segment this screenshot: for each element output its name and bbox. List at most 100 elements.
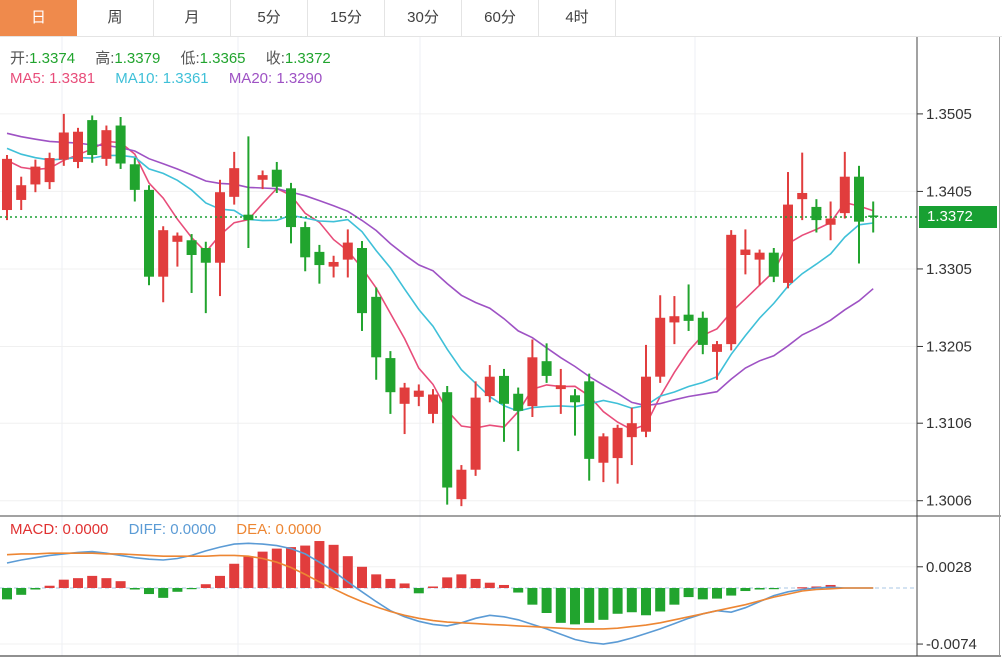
candle-body bbox=[854, 176, 864, 222]
candle-body bbox=[669, 316, 680, 323]
macd-histogram-bar bbox=[527, 588, 538, 605]
macd-histogram-bar bbox=[58, 579, 69, 588]
macd-histogram-bar bbox=[186, 588, 197, 590]
macd-histogram-bar bbox=[442, 577, 453, 588]
candle-body bbox=[58, 132, 69, 160]
price-axis-label: 1.3405 bbox=[926, 183, 972, 200]
macd-histogram-bar bbox=[754, 588, 765, 590]
tab-30分[interactable]: 30分 bbox=[385, 0, 462, 36]
macd-histogram-bar bbox=[712, 588, 722, 599]
candle-body bbox=[172, 235, 183, 242]
candle-body bbox=[129, 164, 140, 190]
tab-5分[interactable]: 5分 bbox=[231, 0, 308, 36]
candle-body bbox=[200, 248, 211, 263]
candle-body bbox=[726, 234, 737, 345]
price-axis-label: 1.3006 bbox=[926, 493, 972, 510]
macd-histogram-bar bbox=[144, 588, 154, 595]
macd-histogram-bar bbox=[797, 587, 808, 589]
macd-axis-label: -0.0074 bbox=[926, 636, 977, 653]
macd-histogram-bar bbox=[513, 588, 524, 593]
high-value: 1.3379 bbox=[114, 50, 161, 67]
macd-histogram-bar bbox=[2, 588, 12, 600]
high-label: 高: bbox=[95, 50, 115, 67]
candle-body bbox=[499, 375, 509, 404]
candle-body bbox=[300, 227, 311, 258]
candle-body bbox=[541, 361, 552, 376]
macd-histogram-bar bbox=[115, 581, 126, 588]
macd-histogram-bar bbox=[470, 578, 481, 588]
macd-histogram-bar bbox=[768, 588, 779, 590]
candle-body bbox=[328, 261, 339, 267]
candle-body bbox=[186, 240, 197, 255]
candle-body bbox=[314, 251, 325, 266]
candle-body bbox=[626, 423, 637, 438]
macd-histogram-bar bbox=[456, 574, 467, 588]
candle-body bbox=[144, 189, 154, 277]
macd-histogram-bar bbox=[73, 578, 83, 588]
tab-日[interactable]: 日 bbox=[0, 0, 77, 36]
candle-body bbox=[768, 252, 779, 277]
candle-body bbox=[30, 166, 41, 185]
candle-body bbox=[555, 385, 566, 390]
close-value: 1.3372 bbox=[284, 50, 331, 67]
macd-histogram-bar bbox=[314, 541, 325, 588]
tab-月[interactable]: 月 bbox=[154, 0, 231, 36]
tab-4时[interactable]: 4时 bbox=[539, 0, 616, 36]
macd-histogram-bar bbox=[740, 588, 751, 592]
candle-body bbox=[342, 242, 353, 260]
candle-body bbox=[456, 469, 467, 500]
close-label: 收: bbox=[265, 50, 285, 67]
candle-body bbox=[655, 317, 666, 377]
macd-histogram-bar bbox=[541, 588, 552, 613]
tab-周[interactable]: 周 bbox=[77, 0, 154, 36]
macd-histogram-bar bbox=[413, 588, 424, 594]
macd-histogram-bar bbox=[16, 588, 27, 595]
macd-histogram-bar bbox=[271, 548, 282, 588]
candle-body bbox=[442, 392, 453, 488]
candle-body bbox=[868, 215, 879, 217]
price-axis-label: 1.3106 bbox=[926, 415, 972, 432]
candle-body bbox=[641, 376, 651, 432]
macd-histogram-bar bbox=[300, 545, 311, 588]
macd-histogram-bar bbox=[44, 585, 55, 588]
price-axis-label: 1.3305 bbox=[926, 261, 972, 278]
macd-histogram-bar bbox=[158, 588, 169, 598]
candle-body bbox=[286, 188, 296, 228]
ma-info-bar: MA5: 1.3381 MA10: 1.3361 MA20: 1.3290 bbox=[10, 70, 338, 87]
candle-body bbox=[612, 427, 623, 459]
macd-histogram-bar bbox=[229, 563, 240, 588]
open-value: 1.3374 bbox=[29, 50, 76, 67]
macd-histogram-bar bbox=[243, 556, 254, 588]
macd-histogram-bar bbox=[30, 588, 41, 590]
macd-histogram-bar bbox=[612, 588, 623, 614]
candle-body bbox=[570, 395, 580, 403]
candle-body bbox=[215, 192, 225, 263]
candle-body bbox=[428, 394, 438, 414]
macd-histogram-bar bbox=[641, 588, 651, 616]
tab-15分[interactable]: 15分 bbox=[308, 0, 385, 36]
macd-histogram-bar bbox=[87, 575, 98, 588]
candle-body bbox=[2, 158, 12, 211]
low-value: 1.3365 bbox=[199, 50, 246, 67]
candle-body bbox=[158, 230, 169, 277]
macd-info-bar: MACD: 0.0000 DIFF: 0.0000 DEA: 0.0000 bbox=[10, 521, 337, 538]
tab-60分[interactable]: 60分 bbox=[462, 0, 539, 36]
candle-body bbox=[413, 390, 424, 397]
macd-histogram-bar bbox=[570, 588, 580, 625]
ma20-value: MA20: 1.3290 bbox=[228, 70, 323, 87]
macd-histogram-bar bbox=[598, 588, 609, 620]
candle-body bbox=[712, 344, 722, 352]
macd-histogram-bar bbox=[683, 588, 694, 598]
main-plot-area[interactable] bbox=[0, 37, 917, 515]
macd-histogram-bar bbox=[200, 584, 211, 588]
low-label: 低: bbox=[180, 50, 200, 67]
candle-body bbox=[797, 192, 808, 200]
open-label: 开: bbox=[10, 50, 30, 67]
macd-histogram-bar bbox=[626, 588, 637, 613]
candle-body bbox=[243, 214, 254, 221]
macd-histogram-bar bbox=[215, 575, 225, 588]
diff-value: DIFF: 0.0000 bbox=[128, 521, 217, 538]
candle-body bbox=[271, 169, 282, 187]
macd-histogram-bar bbox=[172, 588, 183, 592]
